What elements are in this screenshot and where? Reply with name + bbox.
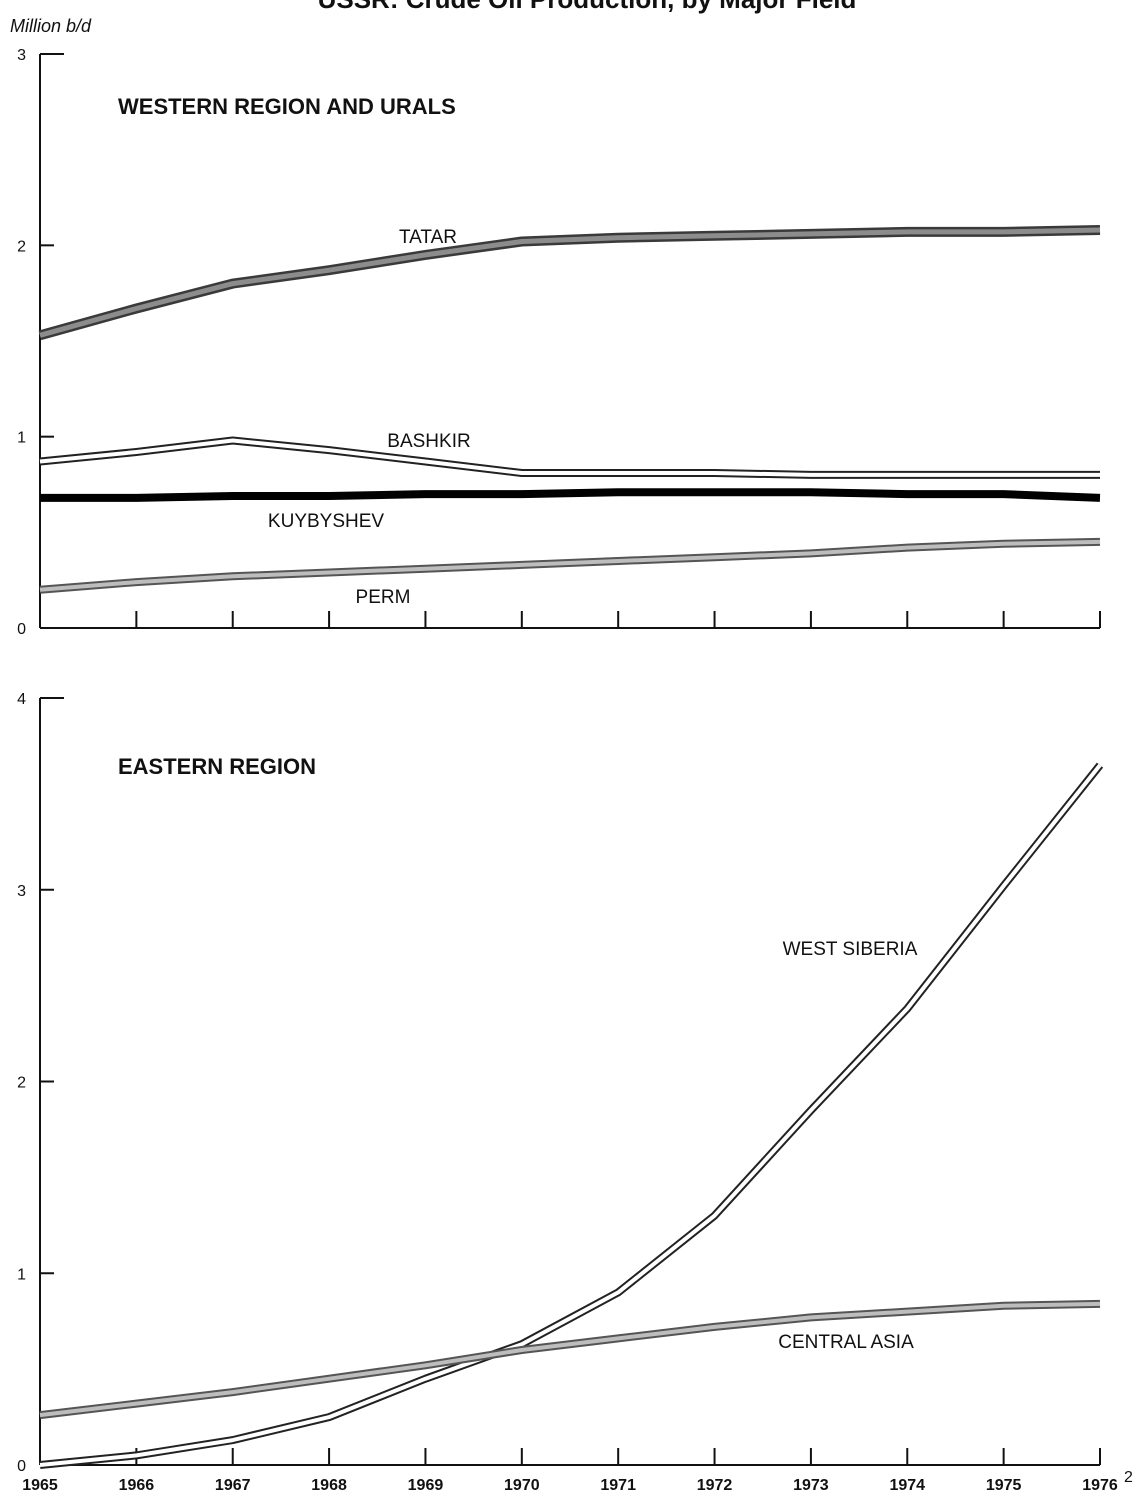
series-central-asia-line — [39, 1299, 1101, 1420]
series-bashkir-line — [39, 436, 1100, 479]
x-tick-label: 1974 — [889, 1477, 925, 1494]
x-tick-label: 1967 — [215, 1477, 251, 1494]
series-tatar-line — [38, 225, 1101, 341]
series-label-west-siberia: WEST SIBERIA — [783, 939, 918, 960]
x-tick-label: 1965 — [22, 1477, 58, 1494]
panel-western-region: 0 1 2 3 WESTERN REGION AND URALS TATAR BASHKIR… — [17, 47, 1101, 638]
y-axis-unit-label: Million b/d — [10, 16, 92, 36]
series-label-tatar: TATAR — [399, 227, 457, 248]
y-tick-label: 3 — [17, 47, 26, 64]
x-tick-label: 1975 — [986, 1477, 1022, 1494]
chart-title: USSR: Crude Oil Production, by Major Fie… — [318, 0, 857, 14]
y-tick-label: 0 — [17, 1458, 26, 1475]
x-tick-label: 1968 — [311, 1477, 347, 1494]
x-tick-label: 1969 — [408, 1477, 444, 1494]
series-label-bashkir: BASHKIR — [387, 431, 470, 452]
series-west-siberia-line — [39, 762, 1104, 1469]
x-tick-label: 1972 — [697, 1477, 733, 1494]
x-tick-label: 1966 — [119, 1477, 155, 1494]
panel-eastern-region: 0 1 2 3 4 EASTERN REGION 1965 1966 1967 1968 1969 1… — [17, 691, 1133, 1494]
x-tick-label: 1970 — [504, 1477, 540, 1494]
panel-label: EASTERN REGION — [118, 754, 316, 779]
series-kuybyshev-line — [40, 488, 1101, 502]
x-tick-footnote: 2 — [1124, 1469, 1133, 1486]
y-tick-label: 4 — [17, 691, 26, 708]
series-label-central-asia: CENTRAL ASIA — [778, 1332, 914, 1353]
series-label-kuybyshev: KUYBYSHEV — [268, 511, 384, 532]
y-tick-label: 3 — [17, 883, 26, 900]
x-tick-label: 1971 — [600, 1477, 636, 1494]
y-tick-label: 1 — [17, 1266, 26, 1283]
series-perm-line — [39, 537, 1101, 594]
x-tick-label: 1976 — [1082, 1477, 1118, 1494]
panel-label: WESTERN REGION AND URALS — [118, 94, 456, 119]
series-label-perm: PERM — [356, 587, 411, 608]
y-tick-label: 0 — [17, 621, 26, 638]
y-tick-label: 1 — [17, 430, 26, 447]
y-tick-label: 2 — [17, 238, 26, 255]
y-tick-label: 2 — [17, 1075, 26, 1092]
x-tick-label: 1973 — [793, 1477, 829, 1494]
